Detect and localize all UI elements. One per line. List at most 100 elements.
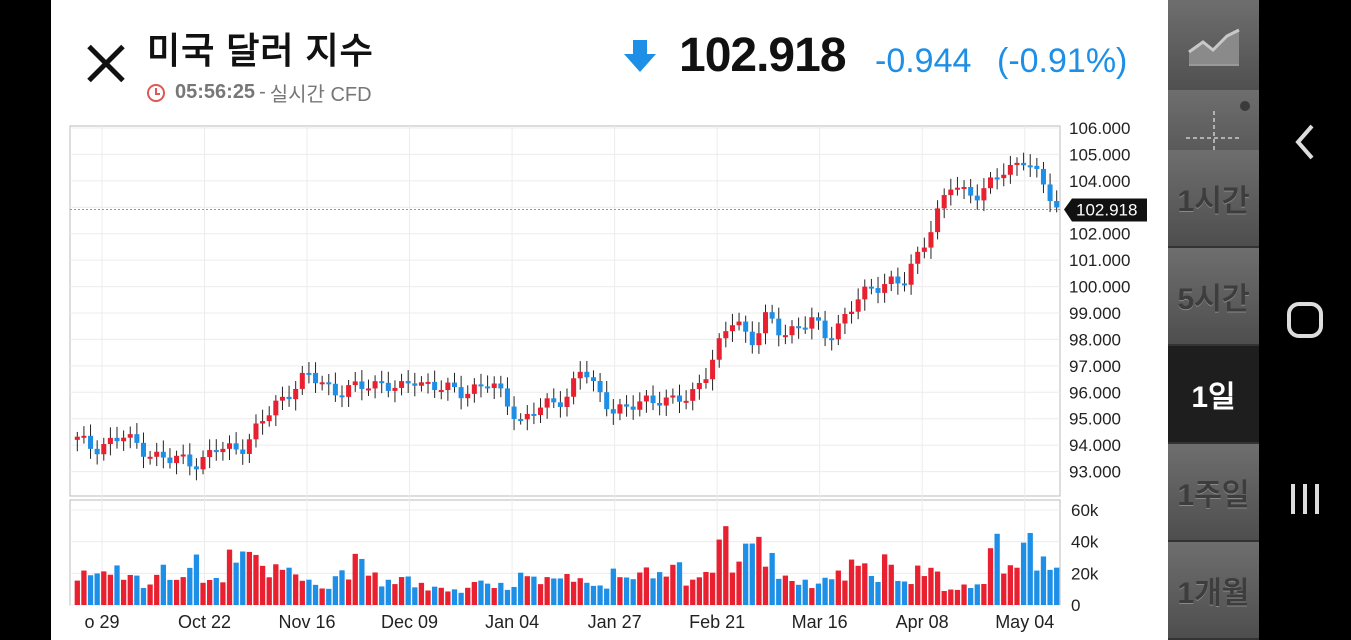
- volume-bar: [1054, 567, 1060, 605]
- volume-bar: [815, 583, 822, 605]
- volume-bar: [716, 539, 722, 605]
- price-chart[interactable]: 106.000105.000104.000103.000102.000101.0…: [51, 118, 1168, 640]
- x-tick-label: Jan 04: [485, 612, 539, 632]
- candle: [385, 382, 391, 391]
- down-arrow-icon: [624, 40, 656, 72]
- candle: [1001, 174, 1007, 179]
- interval-5h[interactable]: 5시간: [1168, 248, 1259, 346]
- chart-screen: 미국 달러 지수 05:56:25 - 실시간 CFD 102.918 -0.9…: [51, 0, 1168, 640]
- volume-bar: [862, 563, 868, 605]
- candle: [405, 381, 411, 384]
- volume-bar: [1027, 532, 1033, 605]
- volume-bar: [187, 567, 193, 605]
- candle: [921, 247, 927, 252]
- candle: [637, 401, 643, 410]
- volume-bar: [901, 581, 908, 605]
- candle: [564, 396, 570, 407]
- volume-bar: [981, 583, 987, 605]
- candle: [160, 451, 166, 458]
- candle: [154, 451, 160, 457]
- candle: [326, 382, 332, 385]
- chart-type-button[interactable]: [1168, 0, 1259, 98]
- candle: [835, 323, 841, 340]
- volume-bar: [471, 582, 478, 605]
- candle: [604, 392, 610, 410]
- volume-bar: [465, 587, 471, 605]
- candle: [842, 313, 848, 324]
- candle: [650, 395, 656, 403]
- volume-bar: [1040, 556, 1047, 605]
- back-button[interactable]: [1259, 122, 1351, 162]
- volume-bar: [478, 580, 484, 605]
- volume-bar: [498, 582, 504, 605]
- separator: -: [259, 81, 266, 103]
- volume-bar: [842, 580, 848, 605]
- candle: [1047, 184, 1053, 202]
- volume-bar: [676, 562, 683, 605]
- volume-bar: [776, 578, 782, 605]
- volume-bar: [1047, 569, 1053, 605]
- candle: [729, 325, 735, 332]
- volume-bar: [306, 579, 312, 605]
- volume-bar: [266, 577, 272, 605]
- volume-bar: [934, 571, 941, 605]
- close-icon[interactable]: [85, 42, 127, 84]
- interval-1d[interactable]: 1일: [1168, 346, 1259, 444]
- volume-bar: [703, 571, 709, 605]
- status-line: 05:56:25 - 실시간 CFD: [147, 78, 372, 107]
- volume-bar: [299, 580, 305, 605]
- candle: [908, 263, 914, 285]
- candle: [372, 381, 378, 389]
- candle: [690, 389, 696, 401]
- home-button[interactable]: [1259, 300, 1351, 340]
- price-tick-label: 96.000: [1069, 383, 1121, 402]
- volume-bar: [623, 577, 630, 605]
- volume-bar: [829, 579, 835, 605]
- candle: [538, 407, 544, 415]
- volume-bar: [319, 588, 325, 605]
- candle: [240, 449, 246, 454]
- volume-bar: [405, 576, 411, 605]
- interval-1m[interactable]: 1개월: [1168, 542, 1259, 640]
- volume-bar: [385, 579, 391, 605]
- candle: [789, 326, 795, 336]
- volume-bar: [200, 582, 206, 605]
- volume-bar: [597, 585, 603, 605]
- volume-bar: [101, 571, 107, 605]
- volume-bar: [1001, 573, 1007, 605]
- volume-bar: [610, 568, 616, 605]
- price-change-percent: (-0.91%): [997, 42, 1128, 80]
- current-price-tag: [1064, 198, 1147, 222]
- candle: [313, 372, 319, 384]
- volume-bar: [756, 536, 762, 605]
- interval-1h[interactable]: 1시간: [1168, 150, 1259, 248]
- candle: [829, 338, 835, 341]
- volume-bar: [81, 570, 87, 605]
- volume-bar: [954, 589, 961, 605]
- candle: [187, 454, 193, 467]
- candle: [193, 466, 199, 470]
- volume-bar: [74, 580, 80, 605]
- candle: [763, 312, 769, 334]
- candle: [471, 384, 477, 394]
- candle: [557, 402, 563, 407]
- interval-label: 1시간: [1177, 185, 1250, 218]
- candle: [974, 195, 980, 201]
- candle: [994, 177, 1000, 180]
- recent-apps-button[interactable]: [1259, 478, 1351, 518]
- candle: [273, 400, 279, 416]
- candle: [134, 434, 140, 443]
- recent-apps-icon: [1291, 484, 1319, 514]
- volume-bar: [312, 584, 319, 605]
- interval-1w[interactable]: 1주일: [1168, 444, 1259, 542]
- volume-bar: [544, 577, 550, 605]
- volume-bar: [987, 548, 994, 605]
- axis-labels: 106.000105.000104.000103.000102.000101.0…: [84, 119, 1147, 632]
- candle: [981, 188, 987, 201]
- candle: [200, 457, 206, 470]
- price-tick-label: 99.000: [1069, 304, 1121, 323]
- volume-bar: [425, 590, 431, 605]
- volume-bar: [868, 575, 875, 605]
- volume-tick-label: 20k: [1071, 564, 1099, 583]
- price-change: -0.944: [875, 42, 972, 80]
